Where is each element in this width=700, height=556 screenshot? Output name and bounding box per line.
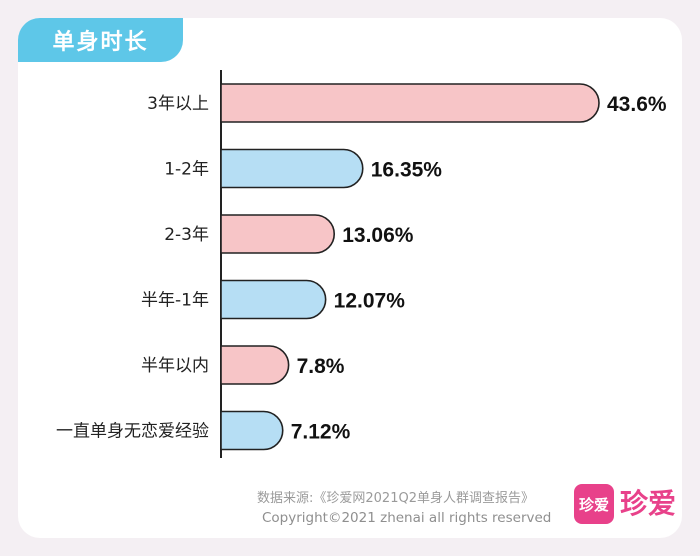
category-label: 3年以上: [147, 94, 209, 114]
category-label: 2-3年: [164, 225, 209, 245]
bar-5: [220, 410, 284, 451]
chart-title: 单身时长: [18, 18, 183, 62]
bar-0: [220, 83, 600, 123]
bar-3: [220, 279, 327, 320]
category-label: 一直单身无恋爱经验: [56, 421, 209, 442]
bar-1: [220, 148, 364, 189]
value-label: 7.8%: [297, 355, 345, 378]
value-label: 7.12%: [291, 421, 351, 444]
category-label: 半年-1年: [141, 291, 209, 311]
value-label: 12.07%: [334, 290, 406, 313]
value-label: 16.35%: [371, 159, 443, 182]
bar-2: [220, 214, 335, 254]
bar-4: [220, 345, 290, 385]
category-label: 半年以内: [141, 356, 209, 376]
value-label: 43.6%: [607, 93, 667, 116]
value-label: 13.06%: [342, 224, 414, 247]
category-label: 1-2年: [164, 160, 209, 180]
